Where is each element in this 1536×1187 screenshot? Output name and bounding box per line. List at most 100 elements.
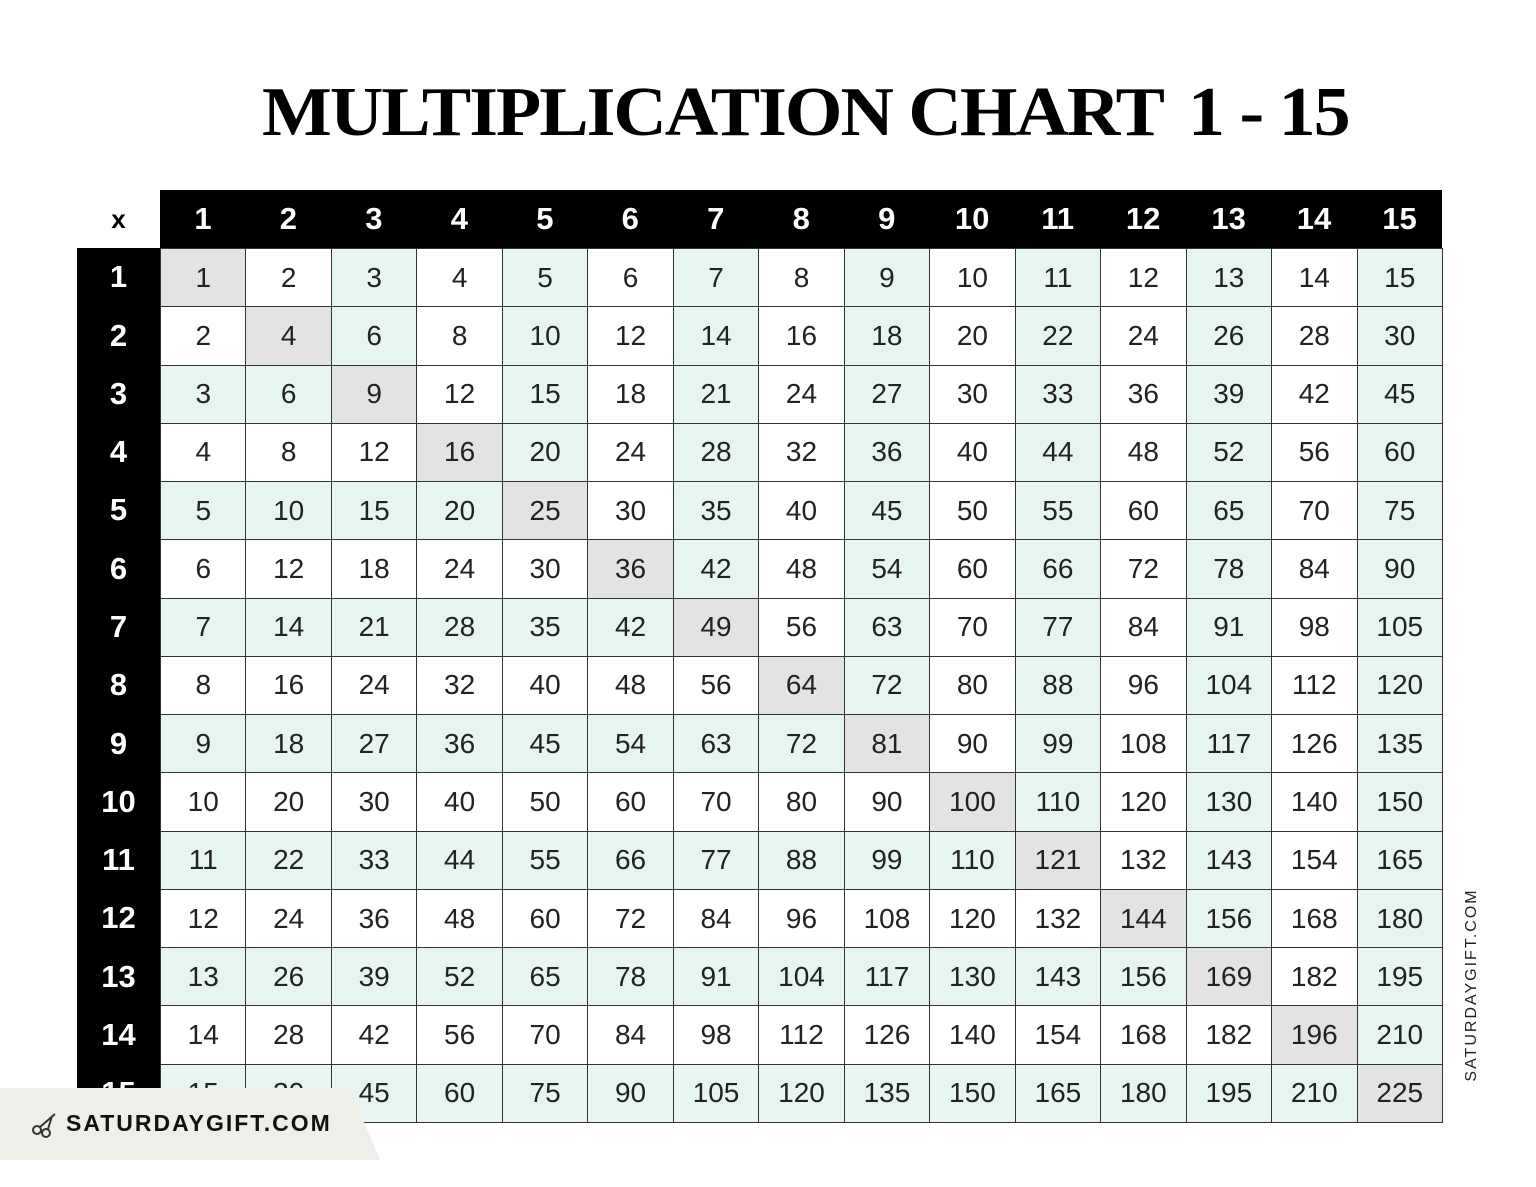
product-cell: 30 <box>587 481 674 541</box>
product-cell: 154 <box>1271 830 1358 890</box>
product-cell: 24 <box>330 655 418 716</box>
product-cell: 24 <box>587 422 674 483</box>
product-cell: 132 <box>1100 830 1187 890</box>
product-cell: 3 <box>160 364 247 424</box>
column-header: 7 <box>672 190 759 248</box>
product-cell: 70 <box>501 1005 589 1065</box>
product-cell: 21 <box>330 597 418 657</box>
product-cell: 16 <box>416 422 503 483</box>
product-cell: 130 <box>1185 772 1273 832</box>
product-cell: 77 <box>672 830 760 890</box>
product-cell: 12 <box>1100 248 1187 308</box>
product-cell: 18 <box>587 364 674 424</box>
product-cell: 8 <box>245 422 332 483</box>
column-header: 1 <box>160 190 246 248</box>
product-cell: 168 <box>1271 888 1358 949</box>
column-header: 2 <box>245 190 332 248</box>
product-cell: 60 <box>1356 422 1443 483</box>
scissors-icon <box>32 1113 56 1138</box>
column-header: 14 <box>1271 190 1358 248</box>
product-cell: 180 <box>1356 888 1443 949</box>
product-cell: 28 <box>245 1005 332 1065</box>
row-header: 10 <box>77 772 160 832</box>
product-cell: 8 <box>416 306 503 366</box>
product-cell: 54 <box>843 539 931 599</box>
product-cell: 182 <box>1185 1005 1273 1065</box>
product-cell: 50 <box>929 481 1016 541</box>
product-cell: 196 <box>1271 1005 1358 1065</box>
product-cell: 126 <box>843 1005 931 1065</box>
product-cell: 18 <box>330 539 418 599</box>
product-cell: 65 <box>1185 481 1273 541</box>
product-cell: 182 <box>1271 947 1358 1007</box>
product-cell: 144 <box>1100 888 1187 949</box>
product-cell: 30 <box>501 539 589 599</box>
product-cell: 22 <box>1014 306 1102 366</box>
product-cell: 65 <box>501 947 589 1007</box>
product-cell: 180 <box>1100 1063 1187 1123</box>
product-cell: 20 <box>416 481 503 541</box>
product-cell: 11 <box>160 830 247 890</box>
product-cell: 104 <box>758 947 845 1007</box>
product-cell: 36 <box>587 539 674 599</box>
product-cell: 20 <box>929 306 1016 366</box>
product-cell: 15 <box>330 481 418 541</box>
product-cell: 63 <box>672 714 760 774</box>
product-cell: 42 <box>1271 364 1358 424</box>
product-cell: 105 <box>672 1063 760 1123</box>
product-cell: 90 <box>843 772 931 832</box>
product-cell: 165 <box>1014 1063 1102 1123</box>
product-cell: 64 <box>758 655 845 716</box>
product-cell: 45 <box>1356 364 1443 424</box>
product-cell: 132 <box>1014 888 1102 949</box>
product-cell: 52 <box>1185 422 1273 483</box>
product-cell: 108 <box>1100 714 1187 774</box>
row-header: 3 <box>77 364 160 424</box>
product-cell: 84 <box>587 1005 674 1065</box>
product-cell: 100 <box>929 772 1016 832</box>
product-cell: 12 <box>330 422 418 483</box>
product-cell: 195 <box>1185 1063 1273 1123</box>
product-cell: 12 <box>416 364 503 424</box>
product-cell: 45 <box>330 1063 418 1123</box>
product-cell: 99 <box>843 830 931 890</box>
column-header: 5 <box>501 190 588 248</box>
product-cell: 36 <box>1100 364 1187 424</box>
product-cell: 66 <box>587 830 674 890</box>
product-cell: 48 <box>587 655 674 716</box>
product-cell: 5 <box>160 481 247 541</box>
product-cell: 78 <box>1185 539 1273 599</box>
product-cell: 81 <box>843 714 931 774</box>
product-cell: 90 <box>929 714 1016 774</box>
product-cell: 6 <box>245 364 332 424</box>
product-cell: 18 <box>843 306 931 366</box>
product-cell: 26 <box>245 947 332 1007</box>
product-cell: 112 <box>758 1005 845 1065</box>
product-cell: 14 <box>672 306 760 366</box>
product-cell: 24 <box>416 539 503 599</box>
product-cell: 91 <box>672 947 760 1007</box>
product-cell: 88 <box>758 830 845 890</box>
side-brand: SATURDAYGIFT.COM <box>1463 888 1480 1082</box>
product-cell: 143 <box>1014 947 1102 1007</box>
product-cell: 15 <box>1356 248 1443 308</box>
product-cell: 8 <box>160 655 247 716</box>
product-cell: 32 <box>416 655 503 716</box>
product-cell: 30 <box>929 364 1016 424</box>
row-header: 14 <box>77 1005 160 1065</box>
product-cell: 48 <box>758 539 845 599</box>
product-cell: 56 <box>1271 422 1358 483</box>
product-cell: 12 <box>587 306 674 366</box>
product-cell: 130 <box>929 947 1016 1007</box>
row-header: 2 <box>77 306 160 366</box>
product-cell: 60 <box>416 1063 503 1123</box>
product-cell: 72 <box>587 888 674 949</box>
product-cell: 20 <box>245 772 332 832</box>
row-header: 1 <box>77 248 160 307</box>
product-cell: 112 <box>1271 655 1358 716</box>
product-cell: 96 <box>1100 655 1187 716</box>
product-cell: 156 <box>1100 947 1187 1007</box>
product-cell: 210 <box>1356 1005 1443 1065</box>
title: MULTIPLICATION CHART <box>262 73 1165 151</box>
